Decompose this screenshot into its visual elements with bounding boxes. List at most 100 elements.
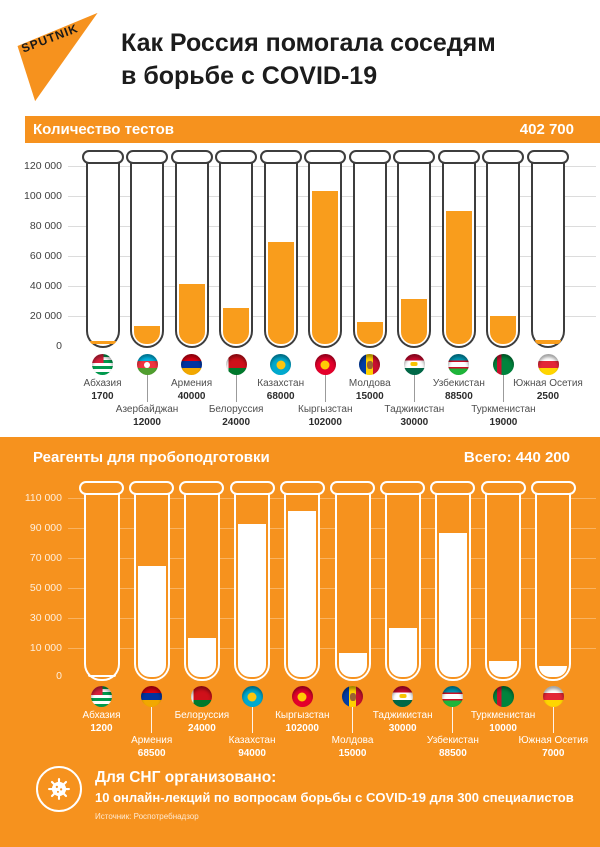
y-axis-tick: 90 000	[29, 522, 62, 534]
y-axis-tick: 10 000	[29, 642, 62, 654]
section-header-tests: Количество тестов 402 700	[25, 116, 600, 143]
flag-uzbekistan-icon	[442, 686, 464, 707]
country-name: Абхазия	[82, 710, 121, 721]
test-tube-belarus	[219, 162, 254, 348]
test-tube-abkhazia	[85, 162, 120, 348]
country-value: 7000	[542, 748, 565, 759]
test-tube-south-ossetia	[531, 162, 565, 348]
tube-fill-kyrgyzstan	[288, 511, 317, 677]
label-connector-line	[352, 707, 353, 733]
test-tube-abkhazia	[83, 493, 120, 681]
tube-fill-armenia	[178, 284, 205, 344]
country-label: Кыргызстан 102000	[256, 709, 348, 735]
flag-turkmenistan-icon	[492, 354, 514, 375]
tube-fill-moldova	[356, 321, 383, 344]
test-tube-kazakhstan	[234, 493, 271, 681]
test-tube-armenia	[174, 162, 209, 348]
country-label: Узбекистан 88500	[413, 377, 505, 403]
country-value: 24000	[187, 723, 216, 734]
country-value: 15000	[338, 748, 367, 759]
virus-icon	[36, 766, 82, 812]
tube-lip	[330, 481, 375, 495]
country-name: Молдова	[348, 378, 391, 389]
test-tube-tajikistan	[397, 162, 432, 348]
virus-icon-glyph	[48, 778, 70, 800]
tube-lip	[229, 481, 275, 495]
country-value: 1700	[91, 391, 114, 402]
tube-lip	[170, 150, 213, 164]
country-value: 94000	[238, 748, 266, 759]
label-connector-line	[251, 707, 253, 733]
test-tube-uzbekistan	[434, 493, 471, 681]
country-label: Казахстан 68000	[235, 377, 327, 403]
test-tube-kyrgyzstan	[308, 162, 343, 348]
flag-azerbaijan-icon	[136, 354, 158, 375]
flag-turkmenistan-icon	[492, 686, 514, 707]
footer-source: Источник: Роспотребнадзор	[95, 812, 199, 821]
tube-fill-abkhazia	[89, 341, 116, 344]
country-name: Белоруссия	[208, 404, 264, 415]
tube-fill-moldova	[338, 652, 367, 677]
tube-fill-kazakhstan	[238, 524, 267, 677]
gridline	[68, 588, 596, 589]
country-label: Туркменистан 19000	[457, 403, 549, 429]
country-name: Белоруссия	[174, 710, 230, 721]
tube-lip	[482, 150, 525, 164]
tube-fill-turkmenistan	[490, 315, 517, 344]
label-connector-line	[502, 375, 504, 402]
tube-lip	[279, 481, 325, 495]
tube-lip	[527, 150, 569, 164]
test-tube-kyrgyzstan	[284, 493, 321, 681]
country-value: 88500	[438, 748, 467, 759]
y-axis-tick: 100 000	[24, 190, 62, 202]
country-label: Молдова 15000	[324, 377, 416, 403]
tube-lip	[215, 150, 258, 164]
country-value: 88500	[444, 391, 473, 402]
country-label: Армения 68500	[106, 734, 198, 760]
country-name: Казахстан	[228, 735, 276, 746]
gridline	[68, 528, 596, 529]
flag-armenia-icon	[181, 354, 203, 375]
tube-lip	[259, 150, 302, 164]
y-axis-tick: 40 000	[29, 280, 62, 292]
country-value: 15000	[355, 391, 384, 402]
tube-lip	[393, 150, 436, 164]
label-connector-line	[146, 375, 148, 402]
flag-abkhazia-icon	[91, 686, 112, 707]
country-label: Абхазия 1700	[57, 377, 149, 403]
label-connector-line	[151, 707, 153, 733]
country-value: 102000	[308, 417, 342, 428]
tube-lip	[437, 150, 480, 164]
test-tube-belarus	[183, 493, 220, 681]
country-label: Армения 40000	[146, 377, 238, 403]
y-axis-tick: 70 000	[29, 552, 62, 564]
y-axis-tick: 20 000	[29, 310, 62, 322]
y-axis-tick: 30 000	[29, 612, 62, 624]
test-tube-south-ossetia	[535, 493, 572, 681]
country-name: Кыргызстан	[298, 404, 353, 415]
test-tube-azerbaijan	[130, 162, 165, 348]
test-tube-turkmenistan	[485, 493, 522, 681]
country-name: Таджикистан	[372, 710, 433, 721]
country-label: Белоруссия 24000	[190, 403, 282, 429]
page-title: Как Россия помогала соседям в борьбе с C…	[121, 27, 496, 93]
country-label: Таджикистан 30000	[368, 403, 460, 429]
label-connector-line	[324, 375, 326, 402]
y-axis-tick: 0	[56, 340, 62, 352]
flag-kyrgyzstan-icon	[314, 354, 336, 375]
country-label: Кыргызстан 102000	[279, 403, 371, 429]
flag-kazakhstan-icon	[241, 686, 263, 707]
test-tube-kazakhstan	[263, 162, 298, 348]
tube-fill-armenia	[137, 565, 166, 677]
country-value: 12000	[133, 417, 161, 428]
label-connector-line	[413, 375, 415, 402]
country-name: Таджикистан	[384, 404, 445, 415]
country-label: Таджикистан 30000	[357, 709, 449, 735]
country-name: Азербайджан	[115, 404, 179, 415]
country-name: Казахстан	[257, 378, 305, 389]
flag-moldova-icon	[359, 354, 381, 375]
tests-section-title: Количество тестов	[33, 121, 174, 138]
country-value: 2500	[536, 391, 560, 402]
gridline	[68, 498, 596, 499]
country-value: 68000	[266, 391, 295, 402]
